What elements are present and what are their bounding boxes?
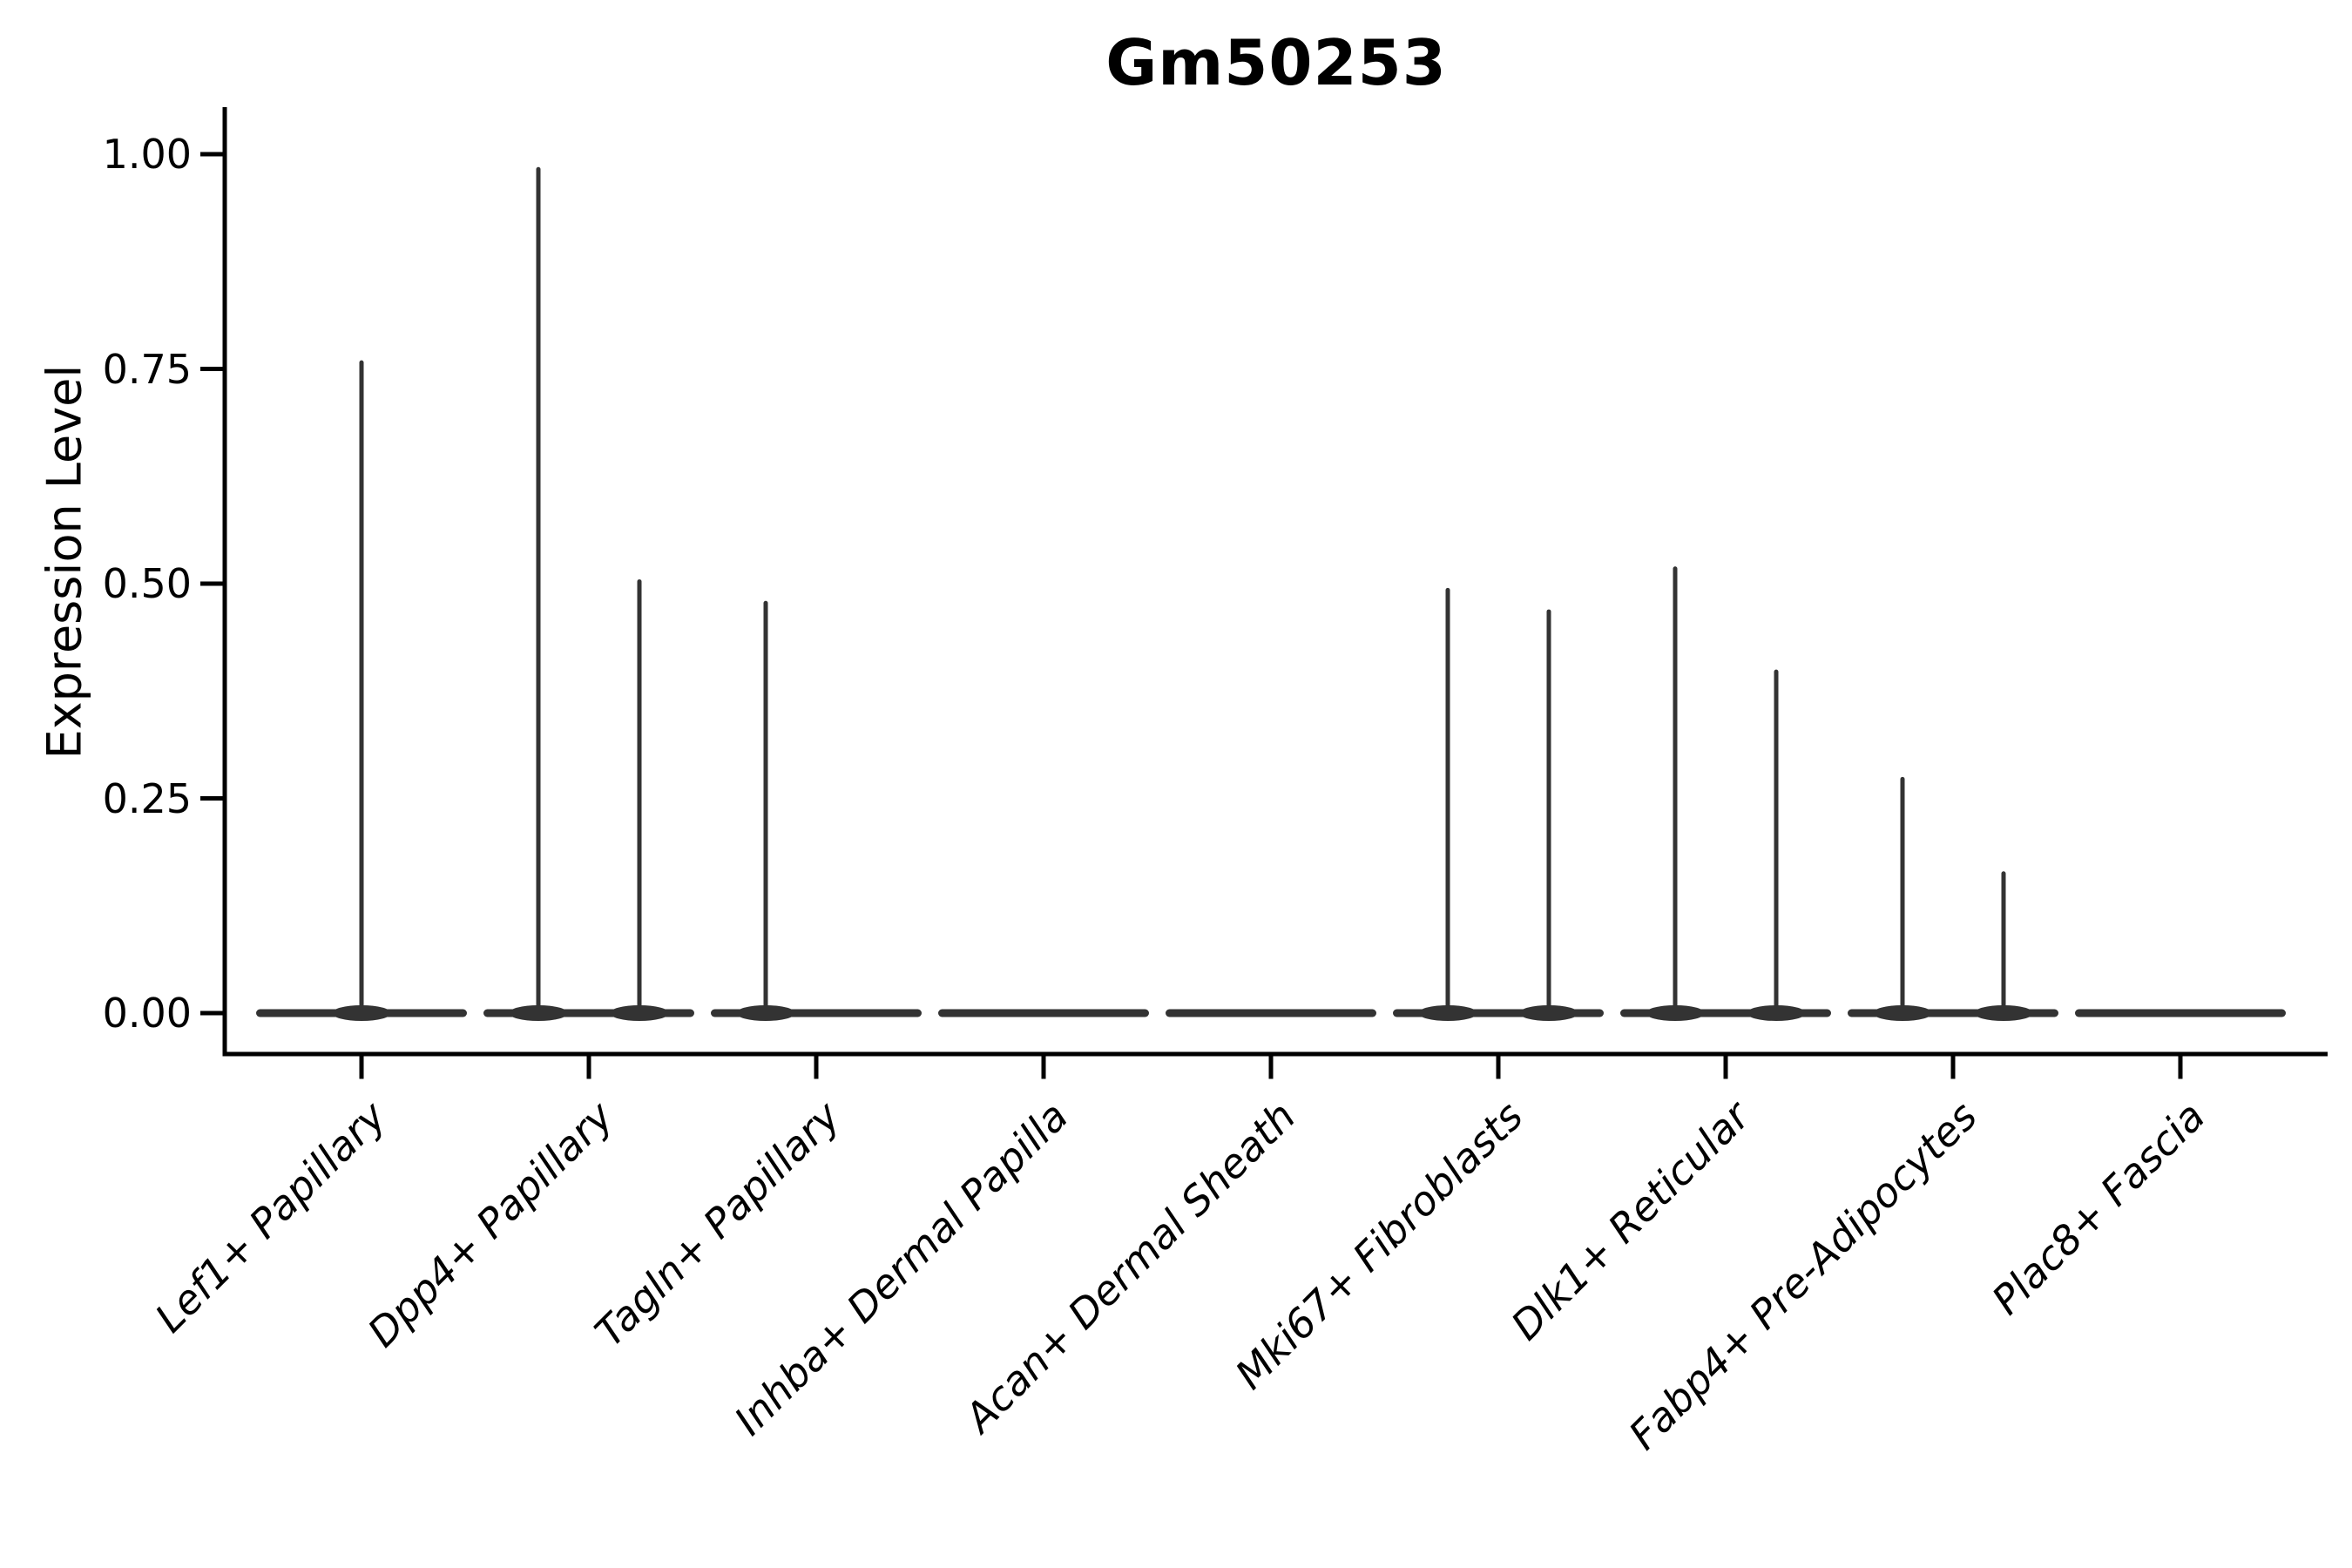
violin-baseline (711, 1009, 922, 1017)
plot-title: Gm50253 (1105, 26, 1447, 99)
violin-spike (1445, 587, 1450, 1013)
y-tick-label: 1.00 (102, 131, 192, 178)
violin-baseline (1393, 1009, 1604, 1017)
violin-baseline (2075, 1009, 2286, 1017)
violin-baseline (1848, 1009, 2058, 1017)
violin-spike (1673, 566, 1678, 1013)
violin-spike (763, 600, 768, 1013)
violin-spike (536, 166, 541, 1014)
violin-baseline (938, 1009, 1149, 1017)
violin-baseline (483, 1009, 694, 1017)
violin-spike (637, 579, 642, 1013)
violin-baseline (256, 1009, 467, 1017)
violin-spike (359, 360, 364, 1013)
y-tick-label: 0.75 (102, 345, 192, 393)
y-tick-label: 0.00 (102, 990, 192, 1037)
violin-baseline (1166, 1009, 1376, 1017)
y-tick-label: 0.50 (102, 560, 192, 607)
violin-spike (1774, 669, 1779, 1013)
violin-baseline (1620, 1009, 1831, 1017)
violin-spike (2001, 871, 2006, 1013)
violin-spike (1900, 776, 1905, 1013)
y-tick-label: 0.25 (102, 774, 192, 822)
violin-spike (1546, 609, 1551, 1013)
